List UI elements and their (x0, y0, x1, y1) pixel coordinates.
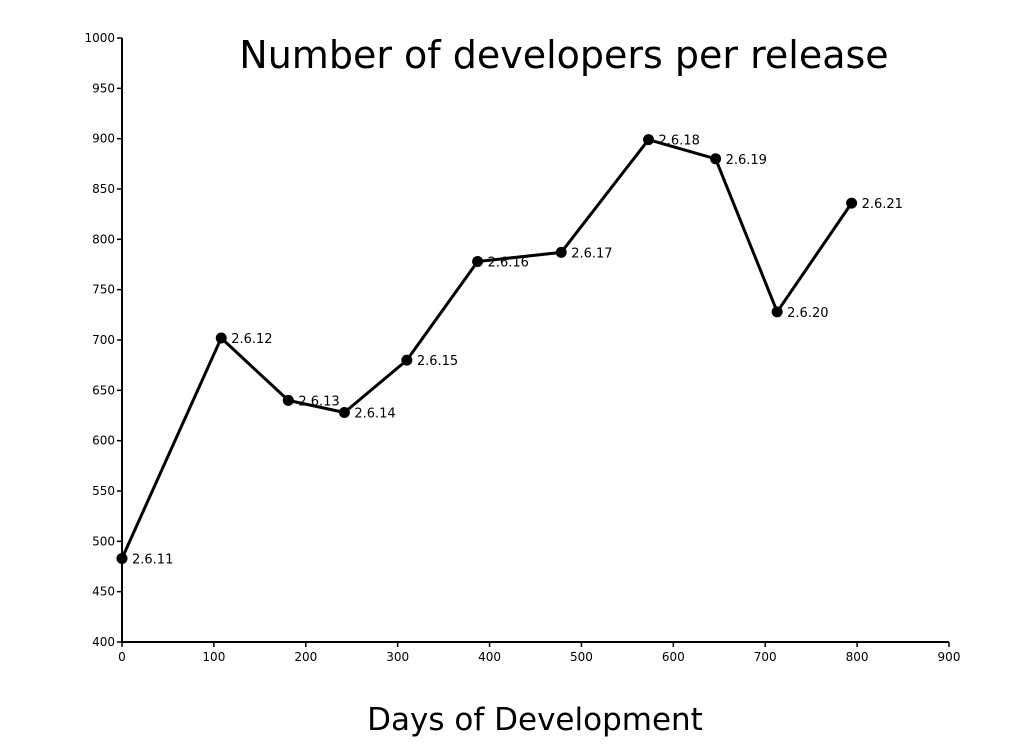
data-label: 2.6.16 (488, 255, 529, 270)
y-tick-label: 500 (92, 534, 115, 548)
y-tick-label: 700 (92, 333, 115, 347)
data-point (282, 394, 294, 406)
y-tick-label: 850 (92, 182, 115, 196)
y-tick-label: 800 (92, 232, 115, 246)
data-point (338, 406, 350, 418)
x-tick-label: 800 (846, 650, 869, 664)
y-tick-label: 450 (92, 585, 115, 599)
y-tick-label: 1000 (84, 31, 115, 45)
data-label: 2.6.18 (659, 134, 700, 149)
y-tick-label: 650 (92, 383, 115, 397)
y-tick-label: 400 (92, 635, 115, 649)
data-point (215, 332, 227, 344)
data-point (401, 354, 413, 366)
x-tick-label: 100 (202, 650, 225, 664)
data-point (643, 134, 655, 146)
x-tick-label: 200 (294, 650, 317, 664)
x-tick-label: 0 (118, 650, 126, 664)
data-label: 2.6.14 (354, 406, 395, 421)
data-label: 2.6.21 (862, 197, 903, 212)
y-tick-label: 900 (92, 132, 115, 146)
x-tick-label: 400 (478, 650, 501, 664)
series-line (120, 138, 853, 560)
data-label: 2.6.19 (726, 153, 767, 168)
y-tick-label: 550 (92, 484, 115, 498)
y-tick-label: 600 (92, 434, 115, 448)
data-point (710, 153, 722, 165)
x-tick-label: 900 (938, 650, 961, 664)
x-tick-label: 700 (754, 650, 777, 664)
x-axis-title: Days of Development (367, 702, 703, 738)
x-tick-label: 600 (662, 650, 685, 664)
y-tick-label: 950 (92, 81, 115, 95)
data-point (472, 255, 484, 267)
data-point (555, 246, 567, 258)
y-tick-label: 750 (92, 283, 115, 297)
plot-area: 4004505005506006507007508008509009501000… (84, 31, 960, 664)
data-point (116, 552, 128, 564)
data-label: 2.6.17 (571, 246, 612, 261)
data-label: 2.6.11 (132, 552, 173, 567)
data-label: 2.6.15 (417, 354, 458, 369)
data-point (846, 197, 858, 209)
data-label: 2.6.13 (298, 394, 339, 409)
data-point (771, 306, 783, 318)
data-label: 2.6.12 (231, 332, 272, 347)
chart-title: Number of developers per release (239, 33, 888, 77)
x-tick-label: 500 (570, 650, 593, 664)
data-label: 2.6.20 (787, 306, 828, 321)
x-tick-label: 300 (386, 650, 409, 664)
